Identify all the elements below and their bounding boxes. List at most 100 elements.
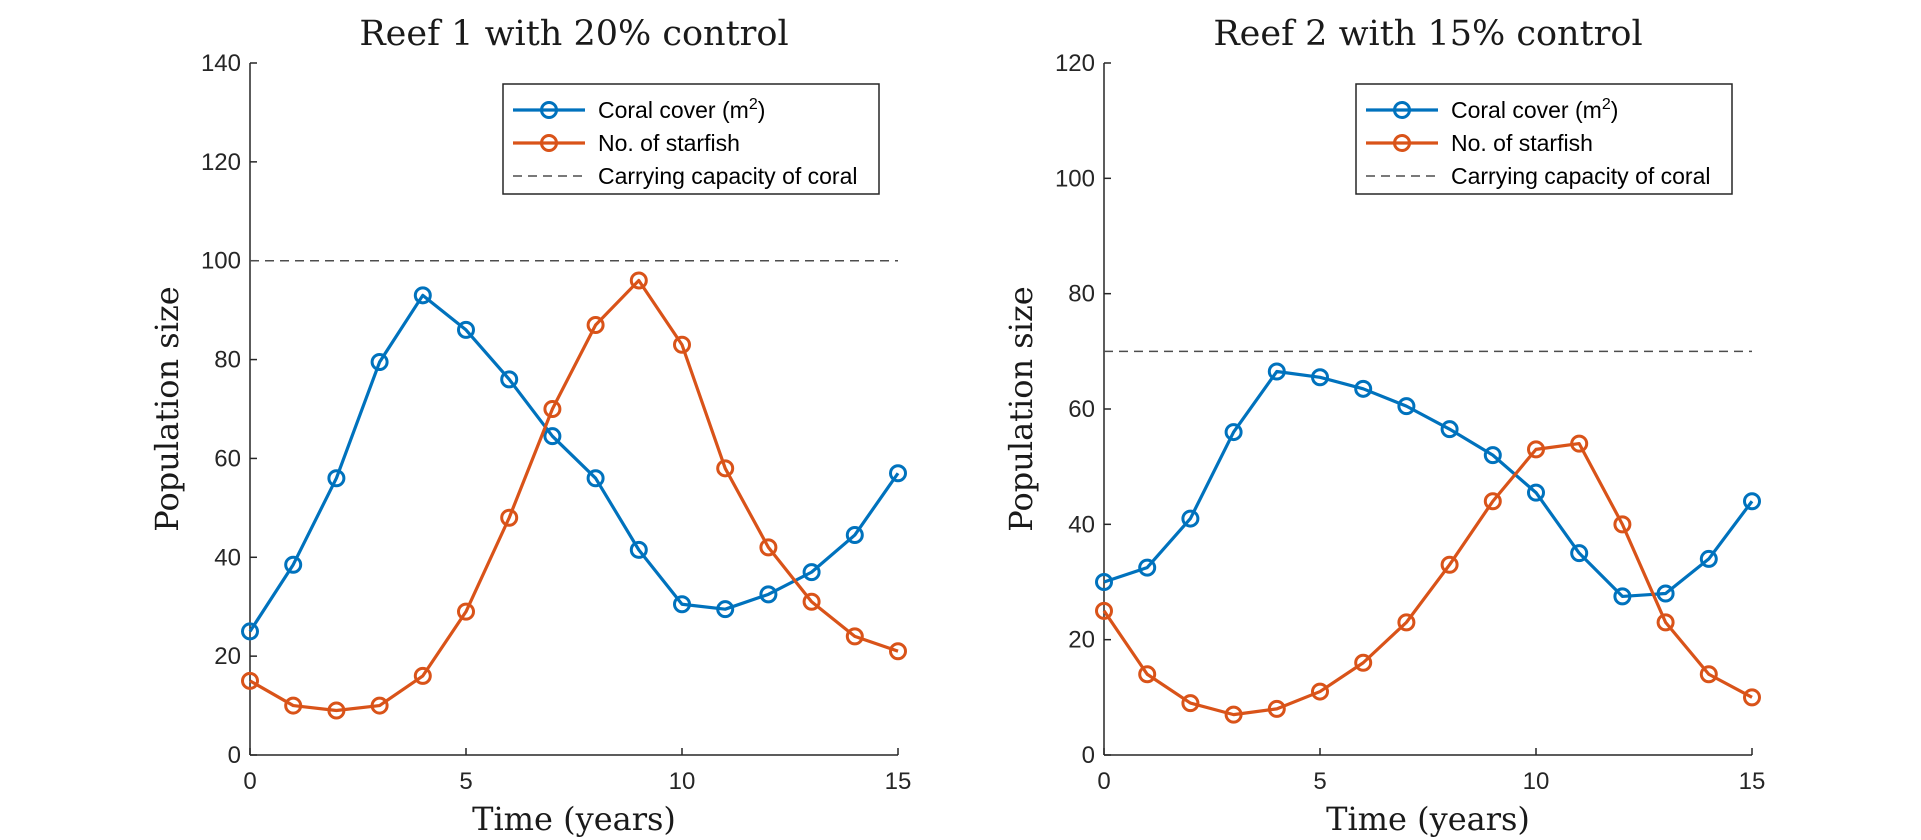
legend-label: Coral cover (m2) [1451, 96, 1618, 123]
y-axis-label: Population size [148, 286, 186, 532]
data-point [673, 335, 691, 354]
data-point [284, 696, 303, 715]
data-point [1613, 587, 1632, 606]
x-axis-label: Time (years) [472, 800, 676, 838]
y-tick-label: 0 [228, 742, 241, 769]
data-point [241, 671, 259, 690]
y-tick-label: 120 [201, 149, 241, 176]
legend-label: Carrying capacity of coral [598, 163, 858, 189]
data-point [1440, 420, 1459, 439]
data-point [1527, 483, 1545, 502]
x-tick-label: 0 [1097, 768, 1110, 795]
x-tick-label: 15 [1739, 768, 1766, 795]
legend-marker [1393, 101, 1411, 119]
data-point [802, 592, 821, 611]
data-point [1095, 573, 1113, 591]
data-point [543, 400, 562, 418]
y-tick-label: 40 [1068, 511, 1095, 538]
legend-label: Carrying capacity of coral [1451, 163, 1711, 189]
data-point [1224, 705, 1243, 724]
legend-entry: Carrying capacity of coral [1366, 163, 1711, 189]
y-tick-label: 20 [214, 643, 241, 670]
data-point [413, 666, 432, 685]
data-point [889, 642, 907, 661]
data-point [889, 464, 907, 483]
x-axis-label: Time (years) [1326, 800, 1530, 838]
legend-entry: No. of starfish [1366, 130, 1593, 156]
chart-title: Reef 1 with 20% control [359, 14, 788, 54]
data-point [1699, 665, 1718, 684]
data-point [1267, 699, 1286, 718]
data-point [370, 353, 389, 372]
legend-label-tail: ) [758, 97, 766, 123]
data-point [1743, 492, 1761, 511]
series-coral-cover [241, 286, 907, 641]
chart-reef-2: Reef 2 with 15% control 0 20 40 60 80 100 120 0 5… [1002, 14, 1765, 838]
data-point [1699, 549, 1718, 568]
legend-marker [540, 101, 558, 119]
series-coral-cover [1095, 362, 1761, 606]
y-tick-label: 120 [1055, 50, 1095, 77]
data-point [1570, 544, 1589, 563]
data-point [327, 469, 346, 488]
y-tick-label: 80 [214, 347, 241, 374]
legend-label-tail: ) [1611, 97, 1619, 123]
data-point [1570, 434, 1589, 453]
data-point [1138, 665, 1157, 684]
x-tick-label: 15 [885, 768, 912, 795]
data-point [1267, 362, 1286, 381]
data-point [543, 427, 562, 446]
y-tick-label: 60 [214, 445, 241, 472]
y-axis-label: Population size [1002, 286, 1040, 532]
x-tick-label: 5 [459, 768, 472, 795]
data-point [1311, 682, 1329, 701]
legend-entry: No. of starfish [513, 130, 740, 156]
data-point [1397, 397, 1416, 416]
data-point [1181, 509, 1200, 528]
data-point [845, 526, 864, 545]
data-point [327, 701, 346, 720]
x-tick-label: 5 [1313, 768, 1326, 795]
x-tick-label: 0 [243, 768, 256, 795]
data-point [241, 622, 259, 641]
data-point [1743, 688, 1761, 707]
x-tick-label: 10 [1523, 768, 1550, 795]
data-point [500, 370, 519, 389]
data-point [629, 540, 648, 559]
data-point [1483, 492, 1502, 511]
data-point [500, 508, 519, 527]
data-point [1095, 601, 1113, 620]
series-starfish [1095, 434, 1761, 724]
data-point [1613, 515, 1632, 534]
legend-marker [1393, 134, 1411, 152]
data-point [759, 538, 778, 557]
data-point [586, 469, 605, 488]
legend-label-base: Coral cover (m [598, 97, 749, 123]
data-point [1354, 653, 1373, 672]
data-point [629, 271, 648, 290]
y-tick-label: 100 [201, 248, 241, 275]
legend-entry: Coral cover (m2) [513, 96, 765, 123]
data-point [1138, 558, 1157, 577]
legend-label: No. of starfish [598, 130, 740, 156]
data-point [413, 286, 432, 305]
data-point [370, 696, 389, 715]
data-point [1181, 694, 1200, 713]
y-tick-label: 40 [214, 544, 241, 571]
data-point [1354, 379, 1373, 398]
data-point [1224, 423, 1243, 442]
data-point [673, 595, 691, 614]
y-tick-label: 100 [1055, 165, 1095, 192]
y-tick-label: 140 [201, 50, 241, 77]
series-line [1102, 442, 1753, 717]
legend-label-base: Coral cover (m [1451, 97, 1602, 123]
data-point [716, 600, 735, 619]
x-tick-label: 10 [669, 768, 696, 795]
data-point [284, 555, 303, 574]
series-starfish [241, 271, 907, 720]
data-point [802, 563, 821, 582]
legend-entry: Carrying capacity of coral [513, 163, 858, 189]
y-tick-label: 0 [1082, 742, 1095, 769]
series-line [248, 293, 900, 633]
